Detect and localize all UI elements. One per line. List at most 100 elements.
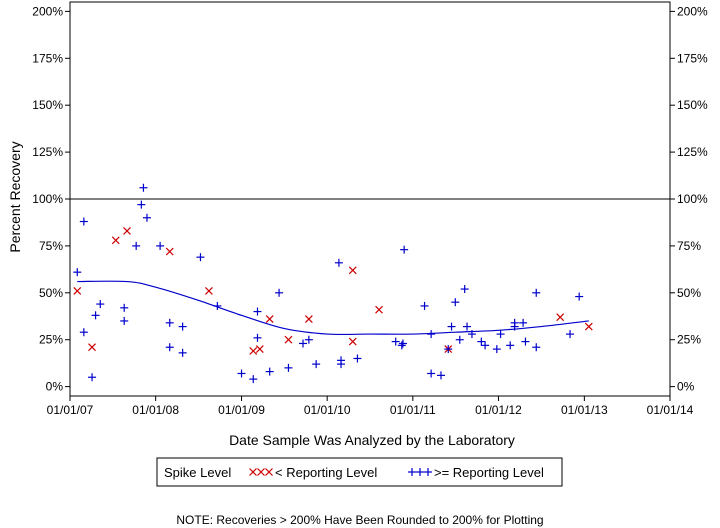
x-tick-label: 01/01/14 — [647, 403, 694, 417]
point-above-reporting — [492, 345, 501, 354]
legend-marker-x — [257, 468, 265, 476]
point-above-reporting — [253, 333, 262, 342]
point-above-reporting — [397, 341, 406, 350]
point-below-reporting — [204, 287, 213, 295]
point-above-reporting — [334, 258, 343, 267]
marker-stroke — [88, 343, 96, 352]
point-above-reporting — [196, 253, 205, 262]
point-above-reporting — [427, 369, 436, 378]
point-above-reporting — [575, 292, 584, 301]
point-above-reporting — [265, 367, 274, 376]
point-above-reporting — [447, 322, 456, 331]
y-tick-label-right: 150% — [677, 98, 708, 112]
point-below-reporting — [255, 345, 264, 354]
marker-stroke — [165, 247, 174, 256]
point-above-reporting — [481, 341, 490, 350]
point-above-reporting — [510, 322, 519, 331]
point-above-reporting — [427, 330, 436, 339]
point-below-reporting — [556, 313, 565, 322]
point-above-reporting — [477, 337, 486, 346]
point-above-reporting — [467, 330, 476, 339]
point-above-reporting — [165, 343, 174, 352]
y-tick-label-right: 100% — [677, 192, 708, 206]
point-above-reporting — [91, 311, 100, 320]
y-tick-label-left: 25% — [39, 333, 63, 347]
legend-label-below-reporting: < Reporting Level — [275, 465, 377, 480]
point-above-reporting — [532, 288, 541, 297]
point-above-reporting — [521, 337, 530, 346]
point-above-reporting — [88, 373, 97, 382]
point-above-reporting — [139, 183, 148, 192]
point-below-reporting — [123, 226, 131, 235]
marker-stroke — [249, 468, 257, 476]
point-above-reporting — [237, 369, 246, 378]
point-above-reporting — [249, 375, 258, 384]
point-above-reporting — [178, 322, 187, 331]
trend-layer — [77, 280, 589, 336]
y-tick-label-right: 0% — [677, 380, 695, 394]
x-tick-label: 01/01/10 — [304, 403, 351, 417]
y-tick-label-right: 75% — [677, 239, 701, 253]
point-above-reporting — [455, 335, 464, 344]
x-tick-label: 01/01/11 — [390, 403, 436, 417]
point-above-reporting — [312, 360, 321, 369]
point-above-reporting — [566, 330, 575, 339]
point-above-reporting — [156, 241, 165, 250]
point-above-reporting — [284, 363, 293, 372]
points-layer — [73, 183, 593, 384]
marker-stroke — [255, 345, 264, 354]
point-below-reporting — [73, 287, 82, 295]
y-axis-title: Percent Recovery — [7, 141, 23, 252]
point-above-reporting — [73, 268, 82, 277]
x-axis-title: Date Sample Was Analyzed by the Laborato… — [229, 432, 515, 448]
y-tick-label-right: 175% — [677, 51, 708, 65]
point-above-reporting — [137, 200, 146, 209]
point-below-reporting — [584, 322, 593, 331]
marker-stroke — [265, 315, 274, 324]
point-below-reporting — [265, 315, 274, 324]
legend-symbol-below-reporting — [249, 468, 273, 476]
marker-stroke — [257, 468, 265, 476]
legend-marker-plus — [408, 468, 416, 476]
point-below-reporting — [348, 266, 357, 275]
point-above-reporting — [532, 343, 541, 352]
marker-stroke — [348, 266, 357, 275]
y-tick-label-left: 75% — [39, 239, 63, 253]
point-above-reporting — [275, 288, 284, 297]
legend-marker-x — [249, 468, 257, 476]
marker-stroke — [123, 226, 131, 235]
point-above-reporting — [420, 301, 429, 310]
y-tick-label-left: 125% — [32, 145, 63, 159]
marker-stroke — [284, 335, 293, 344]
legend-marker-x — [265, 468, 273, 476]
point-above-reporting — [353, 354, 362, 363]
point-above-reporting — [337, 356, 346, 365]
point-above-reporting — [460, 285, 469, 294]
plot-note: NOTE: Recoveries > 200% Have Been Rounde… — [176, 513, 543, 527]
y-tick-label-left: 100% — [32, 192, 63, 206]
trend-line — [77, 280, 589, 336]
point-above-reporting — [506, 341, 515, 350]
legend-title: Spike Level — [164, 465, 231, 480]
marker-stroke — [265, 468, 273, 476]
point-above-reporting — [436, 371, 445, 380]
y-tick-label-right: 125% — [677, 145, 708, 159]
point-above-reporting — [304, 335, 313, 344]
y-tick-label-left: 175% — [32, 51, 63, 65]
y-tick-label-left: 200% — [32, 4, 63, 18]
marker-stroke — [584, 322, 593, 331]
x-tick-label: 01/01/08 — [132, 403, 179, 417]
axes-layer: 0% 0% 25% 25% 50% 50% 75% 75% 100% 100% 125% 125% 15… — [32, 1, 708, 417]
marker-stroke — [304, 315, 313, 324]
point-below-reporting — [284, 335, 293, 344]
legend-box — [156, 457, 563, 487]
point-above-reporting — [463, 322, 472, 331]
point-below-reporting — [304, 315, 313, 324]
y-tick-label-left: 50% — [39, 286, 63, 300]
point-above-reporting — [79, 328, 88, 337]
point-below-reporting — [88, 343, 96, 352]
point-above-reporting — [391, 337, 400, 346]
point-below-reporting — [111, 236, 120, 245]
y-tick-label-right: 50% — [677, 286, 701, 300]
